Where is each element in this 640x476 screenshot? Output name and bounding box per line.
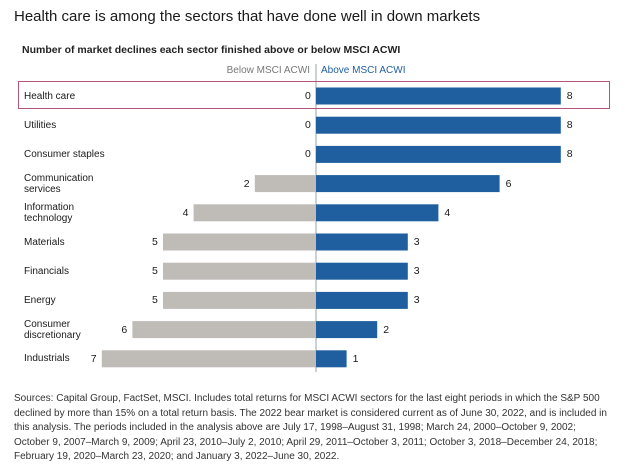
bar-above [316, 175, 500, 193]
value-label-above: 8 [566, 90, 573, 102]
category-label-text: Consumer discretionary [24, 318, 81, 341]
category-label-text: Industrials [24, 353, 70, 365]
value-label-above: 1 [352, 352, 359, 365]
bar-above [316, 233, 408, 251]
value-label-above: 4 [444, 206, 451, 219]
bar-above [316, 87, 561, 105]
value-label-below: 5 [152, 294, 158, 307]
bar-above [316, 350, 347, 368]
value-label-above: 8 [566, 148, 573, 161]
category-label: Consumer discretionary [24, 318, 154, 342]
value-label-above: 6 [505, 177, 512, 190]
bar-above [316, 262, 408, 280]
category-label-text: Materials [24, 236, 65, 248]
bar-below [101, 350, 316, 368]
category-label: Utilities [24, 113, 154, 137]
bar-below [163, 233, 316, 251]
value-label-above: 2 [383, 323, 390, 336]
category-label: Communication services [24, 172, 154, 196]
category-label-text: Consumer staples [24, 148, 105, 160]
chart-plot [101, 64, 561, 372]
value-label-below: 6 [121, 323, 128, 336]
bar-below [163, 262, 316, 280]
highlight-box [18, 81, 610, 109]
value-label-below: 5 [152, 236, 158, 248]
value-label-above: 3 [413, 236, 420, 248]
legend-below: Below MSCI ACWI [226, 65, 310, 76]
value-label-below: 2 [243, 177, 250, 190]
sources-note: Sources: Capital Group, FactSet, MSCI. I… [14, 393, 607, 462]
category-label: Materials [24, 230, 154, 254]
category-label-text: Communication services [24, 172, 94, 195]
category-label-text: Health care [24, 90, 76, 102]
category-label-text: Information technology [24, 201, 75, 224]
value-label-below: 5 [152, 265, 158, 278]
category-label: Consumer staples [24, 142, 154, 166]
bar-above [316, 116, 561, 134]
value-label-below: 0 [305, 148, 311, 161]
bar-above [316, 145, 561, 163]
bar-above [316, 321, 378, 339]
chart-title: Health care is among the sectors that ha… [14, 8, 481, 25]
value-label-below: 7 [90, 352, 97, 365]
legend-above: Above MSCI ACWI [321, 65, 406, 76]
category-label-text: Utilities [24, 119, 57, 131]
value-label-below: 4 [182, 206, 189, 219]
bar-below [193, 204, 316, 222]
bar-above [316, 204, 439, 222]
category-label: Health care [24, 84, 154, 108]
category-label: Industrials [24, 347, 154, 371]
category-label-text: Energy [24, 294, 56, 306]
value-label-above: 8 [566, 119, 573, 132]
category-label: Energy [24, 288, 154, 312]
bar-below [163, 291, 316, 309]
bar-below [132, 321, 316, 339]
category-label-text: Financials [24, 265, 70, 277]
value-label-above: 3 [413, 294, 420, 307]
bar-above [316, 291, 408, 309]
category-label: Information technology [24, 201, 154, 225]
value-label-below: 0 [305, 119, 311, 132]
bar-below [254, 175, 316, 193]
value-label-below: 0 [305, 90, 311, 102]
category-label: Financials [24, 259, 154, 283]
value-label-above: 3 [413, 265, 420, 278]
chart-subtitle: Number of market declines each sector fi… [22, 44, 401, 56]
